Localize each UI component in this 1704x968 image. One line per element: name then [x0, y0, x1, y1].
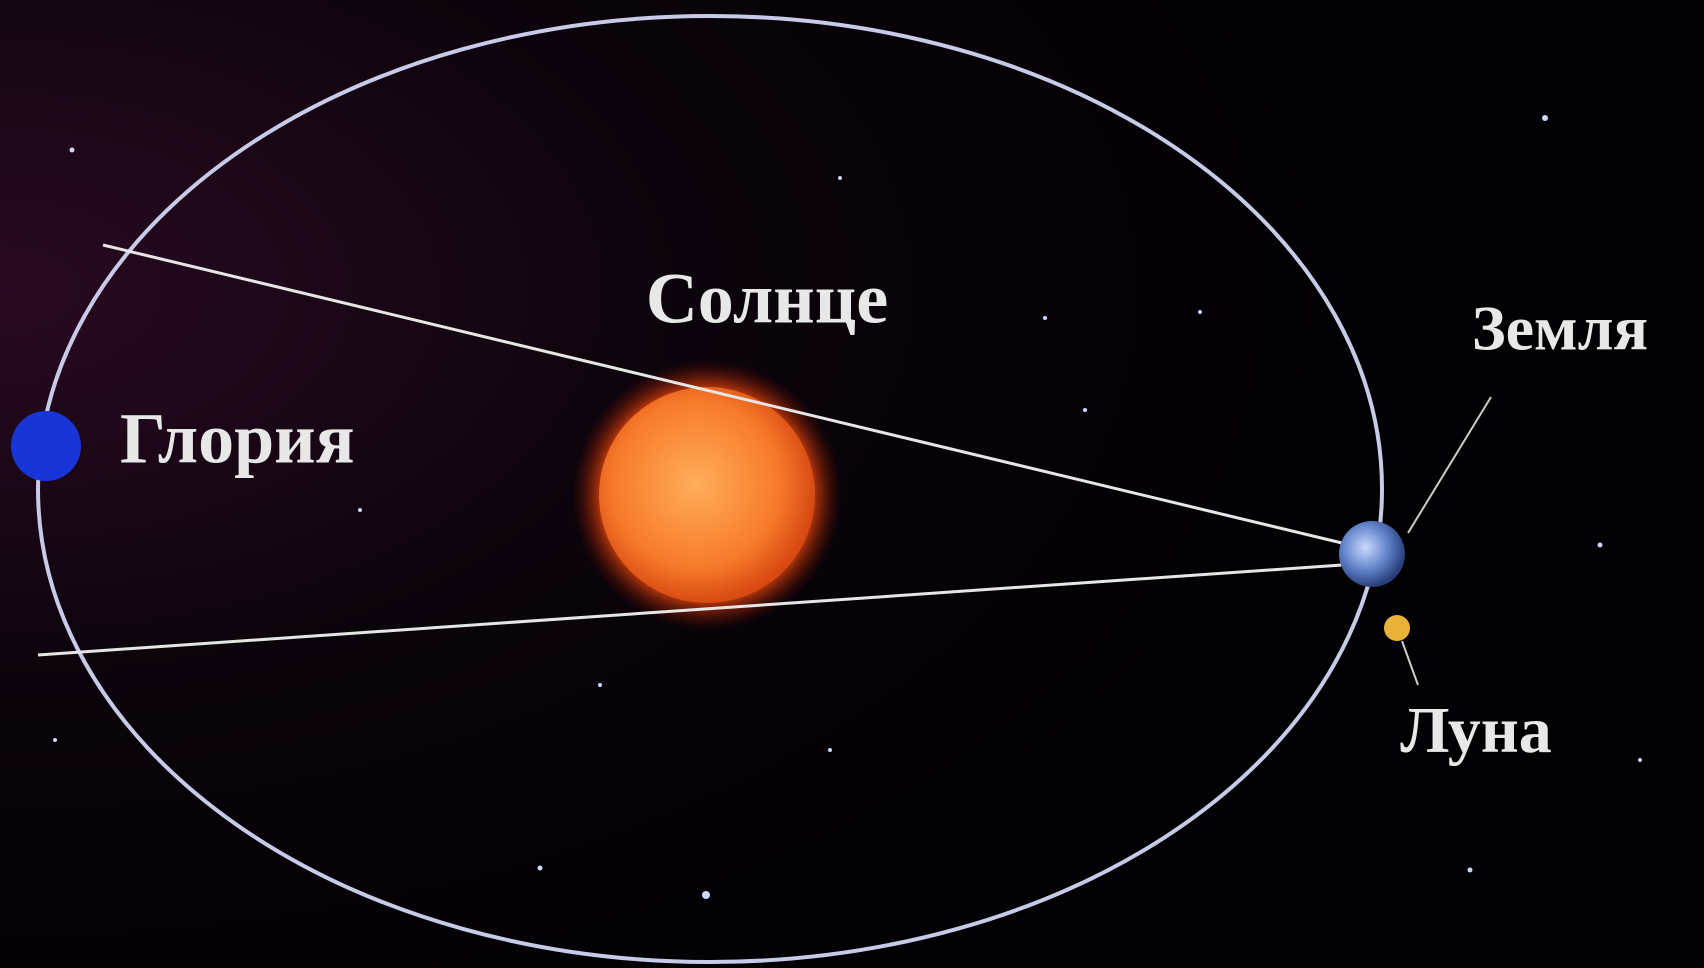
orbit [36, 14, 1384, 964]
stars [53, 115, 1642, 899]
sun [599, 387, 815, 603]
gloria-planet [11, 411, 81, 481]
moon-label: Луна [1400, 694, 1552, 767]
sun-label: Солнце [646, 259, 888, 339]
earth-pointer [1407, 396, 1492, 534]
moon-pointer [1401, 640, 1419, 686]
sight-line [37, 563, 1343, 657]
earth-label: Земля [1472, 293, 1648, 364]
gloria-label: Глория [120, 399, 355, 479]
sight-line [102, 243, 1343, 545]
moon [1384, 615, 1410, 641]
earth [1339, 521, 1405, 587]
